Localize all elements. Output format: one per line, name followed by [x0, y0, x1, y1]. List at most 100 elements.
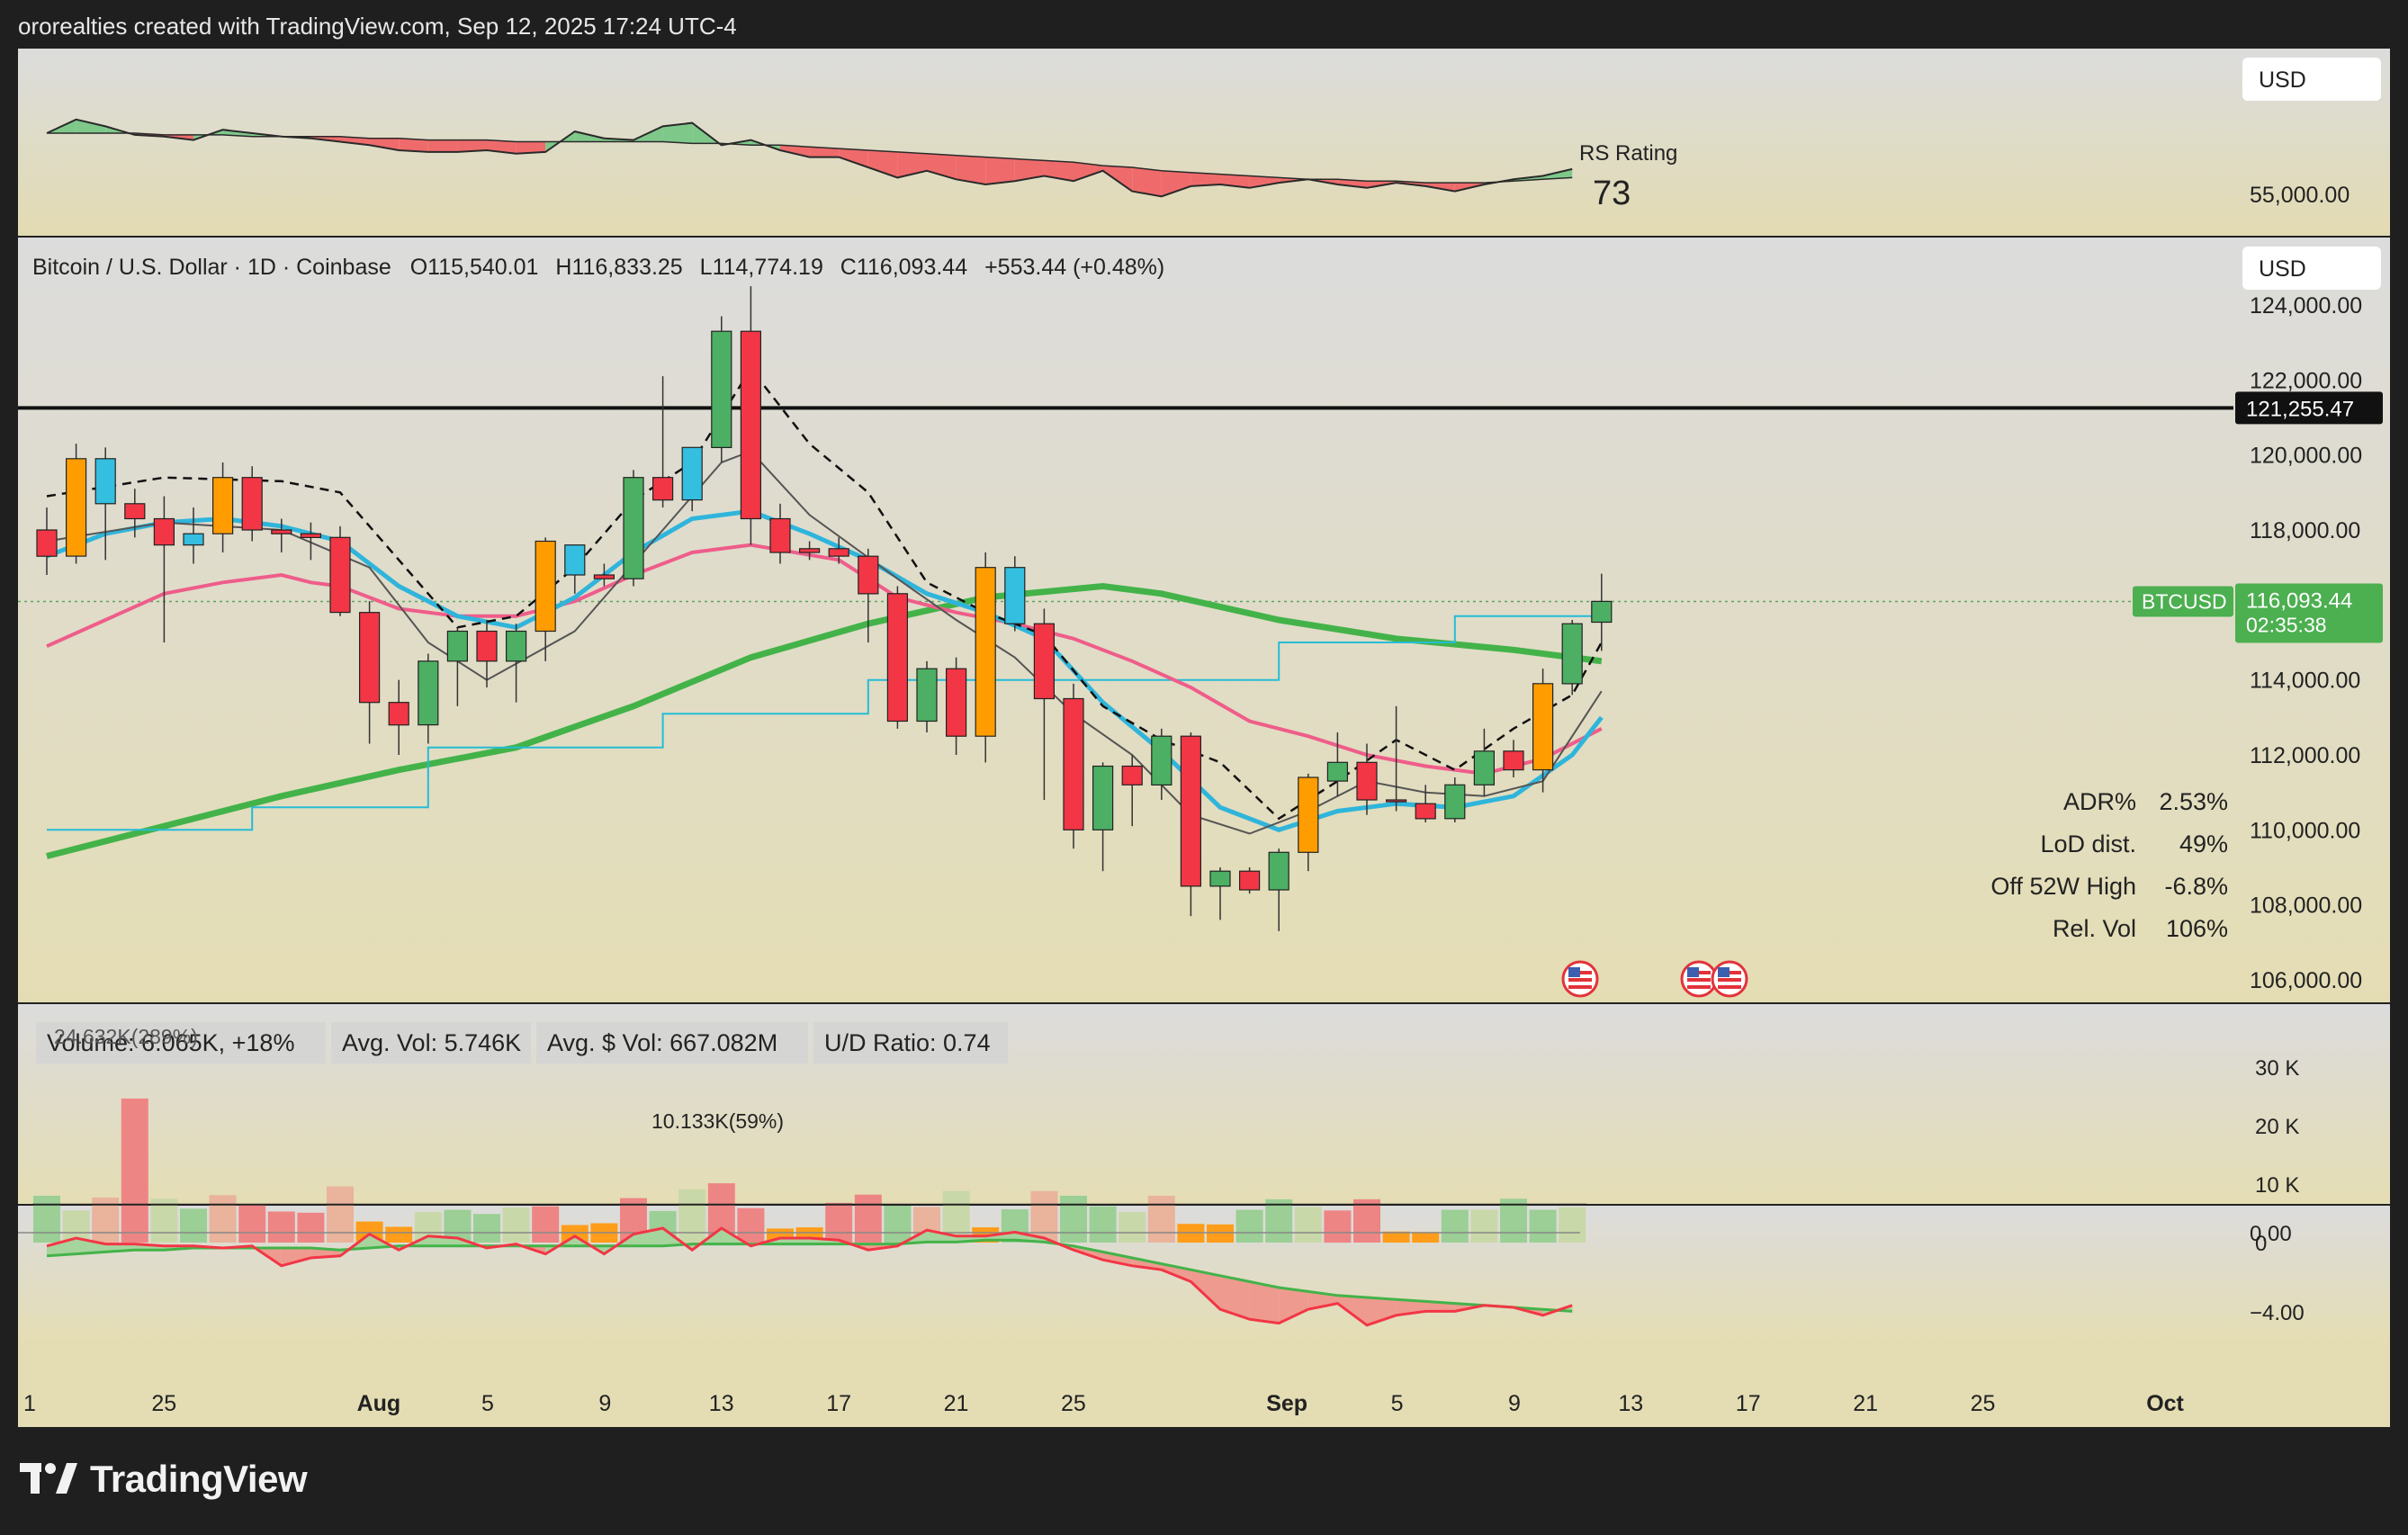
candle-body: [651, 477, 674, 501]
indicator-fill-segment: [1220, 1275, 1250, 1320]
rs-fill-segment: [985, 157, 1015, 184]
indicator-fill-segment: [76, 1238, 106, 1254]
volume-bar: [267, 1211, 295, 1243]
indicator-fill-segment: [1191, 1270, 1220, 1310]
candle-body: [1063, 697, 1084, 830]
rs-fill-segment: [839, 148, 868, 167]
candle-body: [740, 330, 762, 520]
indicator-fill-segment: [1249, 1281, 1280, 1324]
volume-stat-text: Volume: 6.065K, +18%: [47, 1029, 294, 1056]
volume-bar: [1119, 1212, 1146, 1243]
top-attribution-bar: ororealties created with TradingView.com…: [0, 0, 2408, 49]
time-tick-label: 17: [1736, 1391, 1761, 1416]
time-tick-label: 25: [1971, 1391, 1996, 1416]
attribution-text: ororealties created with TradingView.com…: [18, 13, 737, 40]
main-currency-label: USD: [2259, 256, 2306, 282]
volume-bar: [1030, 1190, 1058, 1243]
volume-stat-box: [536, 1022, 808, 1064]
tradingview-logo[interactable]: TradingView: [20, 1458, 308, 1501]
volume-bar: [297, 1212, 325, 1243]
volume-tick-label: 20 K: [2255, 1115, 2299, 1139]
volume-bar: [1529, 1209, 1557, 1243]
indicator-fill-segment: [1102, 1252, 1133, 1266]
rs-currency-button[interactable]: [2242, 58, 2381, 101]
rs-fill-segment: [780, 145, 810, 157]
rs-fill-segment: [1337, 179, 1367, 188]
us-flag-icon[interactable]: [1680, 960, 1718, 998]
price-tick-label: 106,000.00: [2250, 968, 2362, 993]
candle-body: [1180, 735, 1202, 887]
candle-body: [798, 548, 821, 553]
stat-label: LoD dist.: [2040, 830, 2136, 857]
stat-label: Off 52W High: [1990, 873, 2136, 900]
time-tick-label: 9: [598, 1391, 611, 1416]
volume-bar: [1265, 1198, 1293, 1243]
time-tick-label: Oct: [2146, 1391, 2184, 1416]
volume-bar: [502, 1207, 530, 1243]
indicator-line-b: [46, 1238, 1573, 1313]
volume-bar: [1294, 1207, 1322, 1243]
indicator-fill-segment: [1367, 1297, 1397, 1325]
candle-body: [1385, 799, 1407, 803]
volume-stat-box: [36, 1022, 326, 1064]
indicator-fill-segment: [1279, 1288, 1308, 1324]
candle-body: [329, 536, 351, 614]
step-line: [47, 615, 1602, 831]
candle-body: [916, 668, 938, 723]
candle-body: [1092, 765, 1114, 830]
legend-change: +553.44 (+0.48%): [984, 255, 1164, 280]
rs-fill-segment: [662, 122, 693, 144]
price-panel: 124,000.00 122,000.00 120,000.00 118,000.00…: [18, 247, 2383, 998]
bottom-axis-top: 0.00: [2250, 1222, 2292, 1246]
volume-bar: [561, 1225, 589, 1243]
volume-stat-box: [813, 1022, 1008, 1064]
bar-countdown: 02:35:38: [2246, 613, 2327, 636]
indicator-fill-segment: [281, 1248, 311, 1266]
candle-body: [1356, 761, 1378, 801]
rs-fill-segment: [956, 155, 986, 184]
volume-bar: [532, 1206, 560, 1243]
dashed-ma-line: [46, 366, 1603, 821]
time-tick-label: 21: [944, 1391, 969, 1416]
legend-line: Bitcoin / U.S. Dollar · 1D · Coinbase O1…: [32, 255, 1164, 280]
rs-fill-segment: [1132, 167, 1162, 197]
rs-line-average: [47, 132, 1573, 184]
volume-stat-text: Avg. $ Vol: 667.082M: [547, 1029, 777, 1056]
price-tick-label: 120,000.00: [2250, 444, 2362, 469]
time-tick-label: 17: [826, 1391, 851, 1416]
volume-bar: [1382, 1231, 1410, 1243]
legend-open: O115,540.01: [410, 255, 539, 280]
volume-bar: [884, 1206, 912, 1243]
last-price-tag: [2235, 583, 2383, 643]
time-tick-label: 9: [1508, 1391, 1521, 1416]
candle-body: [681, 446, 703, 501]
legend-high: H116,833.25: [555, 255, 682, 280]
candle-body: [65, 458, 87, 557]
volume-bar: [180, 1208, 207, 1243]
legend-low: L114,774.19: [700, 255, 823, 280]
stats-table: ADR% 2.53% LoD dist. 49% Off 52W High -6.8% Re…: [1990, 788, 2228, 942]
us-flag-icon[interactable]: [1561, 960, 1599, 998]
candle-body: [505, 630, 527, 662]
rs-fill-segment: [369, 138, 400, 150]
volume-bar: [238, 1204, 266, 1243]
indicator-fill-segment: [47, 1238, 76, 1256]
time-tick-label: Aug: [357, 1391, 401, 1416]
bottom-indicator-panel: 0.00 −4.00: [18, 1222, 2305, 1327]
volume-bar: [1324, 1210, 1352, 1243]
chart-svg[interactable]: USD 55,000.00 RS Rating 73 124,000.00 122…: [18, 49, 2390, 1427]
level-price-tag: [2235, 391, 2383, 425]
us-flag-icon[interactable]: [1711, 960, 1748, 998]
price-tick-label: 118,000.00: [2250, 518, 2360, 543]
rs-fill-segment: [867, 150, 898, 178]
rs-rating-value: 73: [1593, 175, 1631, 212]
candle-body: [1503, 750, 1524, 771]
candle-body: [1268, 851, 1289, 891]
main-currency-button[interactable]: [2242, 247, 2381, 290]
volume-bar: [33, 1196, 60, 1243]
legend-title: Bitcoin / U.S. Dollar · 1D · Coinbase: [32, 255, 391, 280]
price-tick-label: 114,000.00: [2250, 669, 2360, 694]
volume-bar: [1470, 1209, 1498, 1243]
indicator-line-a: [46, 1226, 1573, 1327]
candle-body: [1033, 623, 1056, 700]
